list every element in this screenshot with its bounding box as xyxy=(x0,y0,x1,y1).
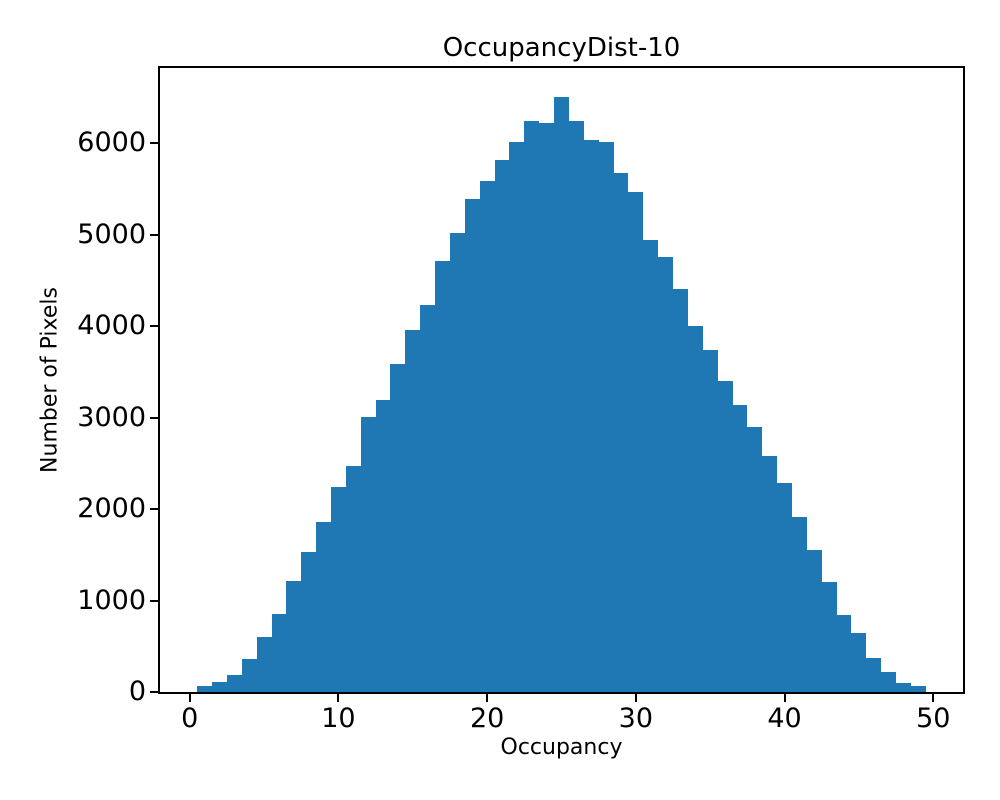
y-tick-label: 0 xyxy=(128,676,146,707)
histogram-bar xyxy=(584,140,599,692)
histogram-bar xyxy=(569,121,584,692)
x-tick-label: 40 xyxy=(767,703,802,734)
y-tick-label: 5000 xyxy=(77,218,146,250)
plot-area xyxy=(158,66,965,694)
histogram-bar xyxy=(435,261,450,692)
histogram-bar xyxy=(480,181,495,692)
chart-title: OccupancyDist-10 xyxy=(442,33,681,63)
histogram-bar xyxy=(807,550,822,692)
x-tick-label: 50 xyxy=(916,703,951,734)
histogram-bar xyxy=(286,580,301,692)
x-axis-tick xyxy=(486,694,489,702)
histogram-bar xyxy=(509,141,524,692)
histogram-bar xyxy=(777,483,792,692)
x-tick-label: 0 xyxy=(181,703,199,734)
histogram-bar xyxy=(495,159,509,692)
histogram-bar xyxy=(703,349,718,692)
histogram-bar xyxy=(733,405,747,692)
histogram-bar xyxy=(658,256,673,692)
histogram-bar xyxy=(822,582,837,692)
y-axis-tick xyxy=(150,691,158,693)
histogram-bar xyxy=(197,686,212,692)
histogram-bar xyxy=(718,380,733,692)
histogram-bar xyxy=(881,671,896,692)
histogram-bar xyxy=(524,121,539,692)
histogram-bar xyxy=(762,455,777,692)
y-tick-label: 6000 xyxy=(77,127,146,159)
histogram-bar xyxy=(747,426,762,692)
histogram-bar xyxy=(628,191,643,692)
histogram-bar xyxy=(272,614,286,692)
y-axis-tick xyxy=(150,233,158,236)
histogram-bar xyxy=(242,659,257,692)
histogram-bar xyxy=(227,675,242,692)
y-tick-label: 2000 xyxy=(77,493,146,524)
histogram-bar xyxy=(331,486,346,692)
y-axis-tick xyxy=(150,416,158,419)
histogram-bar xyxy=(301,552,316,692)
histogram-bar xyxy=(554,97,569,692)
y-tick-label: 4000 xyxy=(77,310,146,342)
x-tick-label: 20 xyxy=(469,703,505,734)
histogram-bar xyxy=(673,288,688,692)
y-axis-tick xyxy=(150,599,158,602)
histogram-bar xyxy=(896,683,911,692)
histogram-bar xyxy=(539,122,554,692)
histogram-bar xyxy=(346,466,361,692)
histogram-bar xyxy=(911,686,926,692)
histogram-bar xyxy=(257,637,272,692)
y-axis-tick xyxy=(150,142,158,145)
histogram-bar xyxy=(614,173,628,692)
x-axis-tick xyxy=(188,694,191,702)
histogram-bar xyxy=(361,416,376,692)
y-axis-tick xyxy=(150,508,158,510)
y-tick-label: 1000 xyxy=(77,584,146,616)
x-tick-label: 30 xyxy=(618,703,654,734)
x-axis-tick xyxy=(634,694,637,702)
x-axis-label: Occupancy xyxy=(500,735,623,760)
histogram-bar xyxy=(792,516,807,692)
x-tick-label: 10 xyxy=(321,703,356,734)
histogram-bar xyxy=(376,399,390,692)
x-axis-tick xyxy=(932,694,935,702)
histogram-bar xyxy=(420,304,435,692)
histogram-bar xyxy=(866,658,881,692)
histogram-bar xyxy=(643,240,658,692)
histogram-bar xyxy=(212,681,227,692)
histogram-bar xyxy=(390,363,405,692)
histogram-bar xyxy=(851,633,866,692)
histogram-bar xyxy=(450,232,465,692)
histogram-bar xyxy=(688,326,703,692)
x-axis-tick xyxy=(337,694,340,702)
y-axis-tick xyxy=(150,325,158,328)
histogram-bar xyxy=(465,199,480,692)
x-axis-tick xyxy=(783,694,786,702)
histogram-bar xyxy=(837,615,851,692)
histogram-bar xyxy=(405,330,420,692)
histogram-bar xyxy=(316,521,331,692)
y-tick-label: 3000 xyxy=(77,401,146,433)
histogram-bar xyxy=(599,142,614,692)
